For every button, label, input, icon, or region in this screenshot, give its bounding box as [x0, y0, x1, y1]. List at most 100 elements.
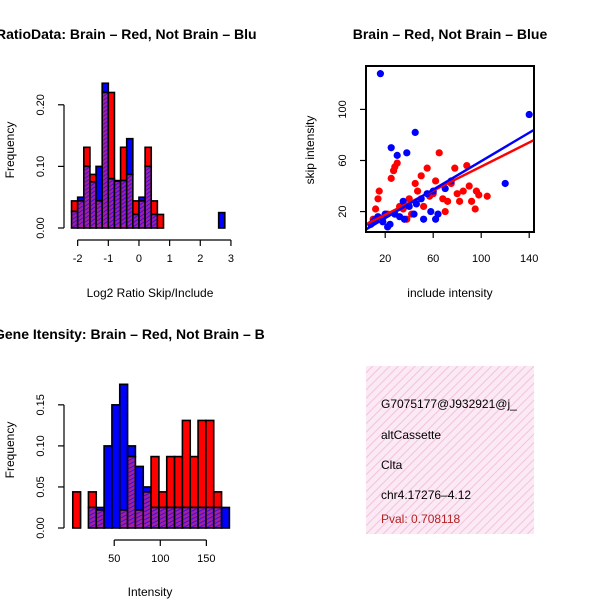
intensity-bar-hatch: [144, 496, 151, 501]
ratio-bar-hatch: [127, 195, 133, 199]
intensity-bar-hatch: [214, 512, 221, 516]
ratio-bar-hatch: [102, 117, 108, 121]
ratio-bar-hatch: [102, 209, 108, 213]
intensity-bar-hatch: [120, 514, 127, 519]
intensity-bar-brain: [181, 419, 192, 509]
intensity-bar-hatch: [198, 524, 206, 528]
ratio-bar-hatch: [96, 213, 102, 218]
ratio-bar-hatch: [84, 202, 90, 207]
intensity-bar-hatch: [214, 524, 221, 528]
scatter-point-brain: [375, 187, 383, 195]
ratio-bar-hatch: [127, 175, 133, 179]
ratio-bar-hatch: [90, 186, 96, 191]
intensity-bar-hatch: [198, 508, 206, 512]
intensity-bar-hatch: [191, 516, 198, 520]
ratio-histogram-xlabel: Log2 Ratio Skip/Include: [87, 286, 214, 300]
ratio-bar-hatch: [109, 223, 114, 228]
intensity-bar-hatch: [175, 512, 182, 516]
intensity-x-tick-label: 50: [108, 553, 120, 565]
intensity-histogram-bars: [71, 383, 231, 529]
ratio-bar-hatch: [115, 217, 120, 222]
intensity-bar-hatch: [183, 516, 190, 520]
intensity-bar-hatch: [136, 518, 143, 523]
intensity-bar-hatch: [120, 522, 127, 527]
ratio-bar-hatch: [145, 174, 151, 179]
intensity-bar-hatch: [144, 508, 151, 513]
ratio-bar-hatch: [109, 179, 114, 184]
scatter-point-notbrain: [399, 197, 407, 205]
ratio-bar-hatch: [102, 125, 108, 129]
scatter-point-brain: [420, 202, 428, 211]
ratio-bar-hatch: [90, 202, 96, 207]
ratio-bar-hatch: [145, 206, 151, 211]
intensity-bar-hatch: [175, 520, 182, 524]
ratio-histogram: RatioData: Brain – Red, Not Brain – Blu …: [0, 26, 257, 300]
intensity-bar-hatch: [159, 508, 166, 512]
scatter-point-notbrain: [403, 149, 411, 157]
ratio-bar-hatch: [109, 183, 114, 188]
intensity-bar-hatch: [128, 469, 135, 474]
ratio-bar-hatch: [127, 223, 133, 227]
intensity-histogram-title: Gene Itensity: Brain – Red, Not Brain – …: [0, 326, 265, 342]
ratio-bar-hatch: [109, 211, 114, 216]
ratio-bar-hatch: [139, 213, 145, 218]
scatter-point-brain: [444, 197, 452, 205]
ratio-x-tick-label: 3: [228, 253, 234, 265]
ratio-bar-hatch: [102, 177, 108, 181]
ratio-bar-hatch: [102, 181, 108, 185]
ratio-bar-hatch: [145, 210, 151, 215]
ratio-bar-hatch: [139, 217, 145, 222]
ratio-bar-hatch: [84, 218, 90, 223]
scatter-x-tick-label: 20: [379, 253, 391, 265]
scatter-point-notbrain: [410, 210, 418, 218]
intensity-bar-hatch: [183, 520, 190, 524]
ratio-bar-hatch: [102, 129, 108, 133]
intensity-bar-hatch: [89, 516, 96, 520]
ratio-x-tick-label: 1: [167, 253, 173, 265]
ratio-bar-brain: [119, 146, 128, 182]
ratio-bar-hatch: [121, 189, 127, 193]
ratio-bar-hatch: [96, 217, 102, 222]
intensity-bar-notbrain: [220, 506, 231, 529]
ratio-bar-hatch: [109, 215, 114, 220]
intensity-bar-hatch: [198, 512, 206, 516]
intensity-bar-hatch: [206, 512, 213, 516]
ratio-bar-hatch: [84, 178, 90, 183]
scatter-frame: [365, 65, 535, 233]
intensity-y-tick-label: 0.00: [35, 517, 47, 538]
intensity-bar-hatch: [175, 516, 182, 520]
intensity-bar-hatch: [144, 512, 151, 517]
ratio-y-tick-label: 0.10: [35, 156, 47, 177]
scatter-point-notbrain: [387, 144, 395, 152]
scatter-point-brain: [374, 195, 382, 203]
scatter-point-notbrain: [427, 207, 435, 216]
intensity-bar-hatch: [183, 508, 190, 512]
ratio-bar-brain: [70, 200, 79, 213]
ratio-bar-hatch: [102, 137, 108, 141]
intensity-histogram-axes: 50 100 150 0.00 0.05 0.10 0.15: [35, 394, 216, 565]
ratio-bar-hatch: [84, 166, 90, 171]
scatter-point-notbrain: [501, 179, 509, 188]
ratio-bar-hatch: [145, 190, 151, 195]
ratio-bar-hatch: [72, 223, 77, 228]
intensity-bar-hatch: [159, 512, 166, 516]
ratio-bar-hatch: [121, 181, 127, 185]
ratio-bar-hatch: [121, 213, 127, 217]
ratio-bar-hatch: [145, 202, 151, 207]
ratio-bar-hatch: [127, 215, 133, 219]
ratio-bar-hatch: [102, 121, 108, 125]
scatter-point-notbrain: [525, 110, 533, 119]
scatter-point-brain: [459, 187, 467, 195]
scatter-point-notbrain: [434, 210, 442, 218]
intensity-bar-hatch: [159, 520, 166, 524]
intensity-bar-hatch: [167, 516, 174, 520]
ratio-bar-hatch: [102, 141, 108, 145]
ratio-bar-hatch: [102, 157, 108, 161]
intensity-bar-hatch: [97, 522, 104, 527]
ratio-histogram-ylabel: Frequency: [3, 122, 17, 179]
scatter-fit-line-notbrain: [365, 128, 535, 231]
scatter-y-tick-label: 60: [337, 154, 349, 166]
ratio-bar-hatch: [84, 194, 90, 199]
ratio-histogram-axes: -2 -1 0 1 2 3 0.00 0.10 0.20: [35, 94, 234, 265]
scatter-point-notbrain: [386, 220, 394, 228]
